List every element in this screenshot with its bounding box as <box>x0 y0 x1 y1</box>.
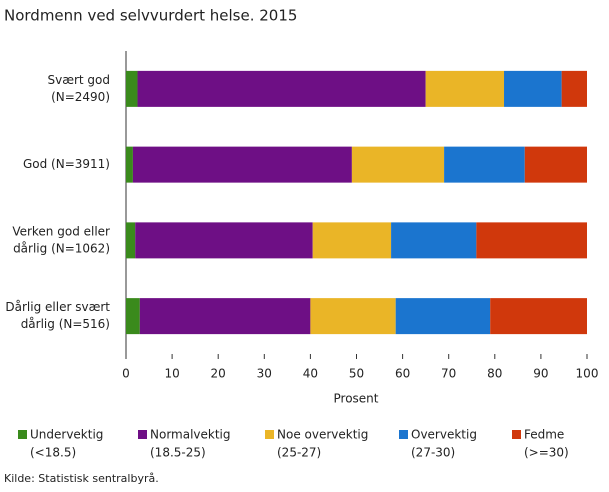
bar-segment <box>524 146 587 183</box>
bar-segment <box>312 222 392 259</box>
bar-segment <box>425 70 505 107</box>
y-tick-label: God (N=3911) <box>23 157 110 171</box>
legend-swatch <box>265 430 274 439</box>
x-tick-label: 90 <box>533 367 548 381</box>
legend-label: (18.5-25) <box>150 446 206 460</box>
bar-segment <box>391 222 477 259</box>
legend-label: (27-30) <box>411 446 455 460</box>
legend-label: (>=30) <box>524 446 569 460</box>
x-tick-label: 100 <box>576 367 599 381</box>
bar-segment <box>126 146 133 183</box>
x-tick-label: 0 <box>122 367 130 381</box>
bar-segment <box>561 70 587 107</box>
legend-label: Overvektig <box>411 428 477 442</box>
y-tick-label: dårlig (N=516) <box>21 317 110 331</box>
legend-label: (25-27) <box>277 446 321 460</box>
x-tick-label: 70 <box>441 367 456 381</box>
x-tick-label: 50 <box>349 367 364 381</box>
y-tick-label: Dårlig eller svært <box>5 300 110 314</box>
bar-segment <box>476 222 587 259</box>
legend-label: Noe overvektig <box>277 428 368 442</box>
legend-label: Undervektig <box>30 428 103 442</box>
bar-segment <box>126 298 140 335</box>
bar-segment <box>137 70 426 107</box>
y-tick-label: (N=2490) <box>51 90 110 104</box>
legend-label: Normalvektig <box>150 428 231 442</box>
chart-title: Nordmenn ved selvvurdert helse. 2015 <box>4 7 297 25</box>
legend-label: (<18.5) <box>30 446 76 460</box>
x-tick-label: 20 <box>211 367 226 381</box>
bar-segment <box>490 298 587 335</box>
bar-segment <box>132 146 352 183</box>
bar-segment <box>351 146 445 183</box>
bar-segment <box>310 298 396 335</box>
y-tick-label: dårlig (N=1062) <box>13 241 110 255</box>
x-tick-label: 10 <box>164 367 179 381</box>
x-tick-label: 60 <box>395 367 410 381</box>
x-axis-label: Prosent <box>334 392 379 406</box>
legend-swatch <box>138 430 147 439</box>
legend-swatch <box>18 430 27 439</box>
x-tick-label: 30 <box>257 367 272 381</box>
legend-swatch <box>399 430 408 439</box>
x-tick-label: 40 <box>303 367 318 381</box>
y-tick-label: Svært god <box>47 73 110 87</box>
bar-segment <box>444 146 525 183</box>
legend-swatch <box>512 430 521 439</box>
bar-segment <box>126 222 136 259</box>
bar-segment <box>139 298 311 335</box>
bar-segment <box>135 222 313 259</box>
bar-segment <box>126 70 138 107</box>
x-tick-label: 80 <box>487 367 502 381</box>
bar-segment <box>395 298 491 335</box>
bar-segment <box>504 70 562 107</box>
source: Kilde: Statistisk sentralbyrå. <box>4 472 159 485</box>
legend-label: Fedme <box>524 428 564 442</box>
y-tick-label: Verken god eller <box>12 224 110 238</box>
